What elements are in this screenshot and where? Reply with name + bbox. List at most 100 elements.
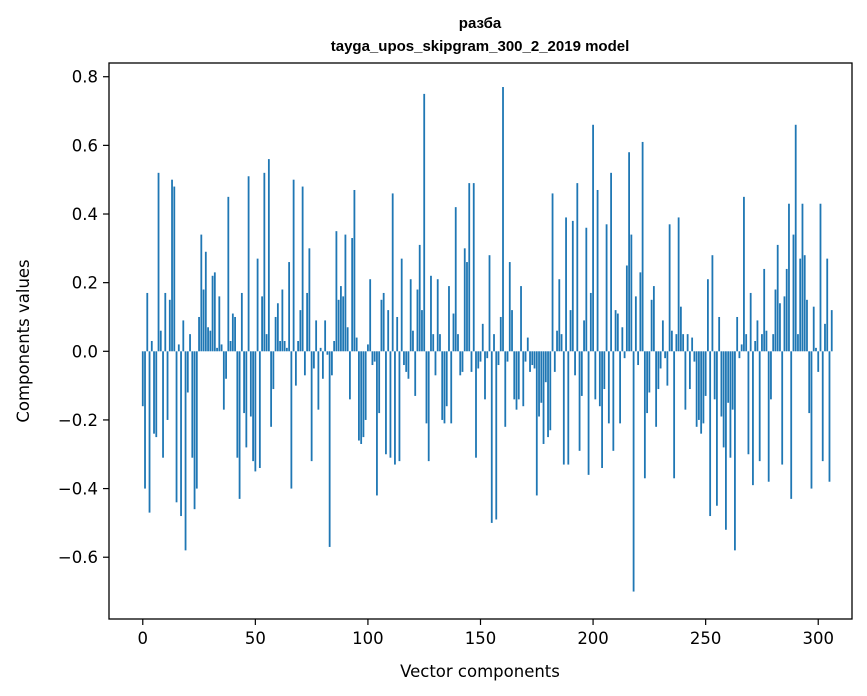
bar — [452, 313, 455, 352]
bar — [182, 320, 185, 352]
bar — [605, 224, 608, 352]
bar — [166, 351, 169, 420]
bar — [198, 316, 200, 352]
bar — [819, 203, 822, 352]
bar — [817, 351, 820, 372]
y-tick-label: −0.4 — [58, 480, 98, 499]
bar — [373, 351, 376, 362]
bar — [245, 351, 248, 448]
bar — [567, 351, 570, 465]
bar — [342, 296, 345, 352]
bar — [331, 351, 333, 376]
bar — [736, 316, 739, 352]
bar — [589, 292, 592, 352]
x-tick-label: 100 — [352, 629, 384, 648]
bar — [661, 320, 664, 352]
bar — [432, 334, 435, 352]
bar — [610, 172, 612, 352]
bar — [556, 330, 558, 352]
bar — [770, 351, 772, 400]
bar — [396, 316, 399, 352]
bar — [650, 299, 653, 352]
bar — [252, 351, 254, 462]
bar — [333, 341, 336, 352]
bar — [533, 351, 536, 369]
bar — [603, 351, 606, 390]
bar — [535, 351, 538, 496]
bar — [634, 296, 637, 352]
bar — [236, 351, 239, 458]
bar — [785, 268, 788, 352]
bar — [490, 351, 493, 523]
bar — [436, 279, 439, 352]
bar — [171, 179, 173, 352]
bar — [531, 351, 534, 366]
bar — [659, 351, 662, 369]
bar — [450, 351, 453, 424]
bar — [430, 275, 432, 352]
bar — [666, 351, 669, 386]
bar — [405, 351, 408, 372]
bar — [616, 313, 619, 352]
bar — [204, 251, 207, 352]
bar — [387, 310, 390, 352]
bar — [707, 279, 709, 352]
bar — [243, 351, 245, 414]
bar — [700, 351, 703, 434]
bar — [725, 351, 727, 530]
bar — [177, 344, 180, 352]
bar — [220, 344, 223, 352]
bar — [222, 351, 225, 410]
chart-title-line2: tayga_upos_skipgram_300_2_2019 model — [331, 38, 630, 55]
bar — [641, 141, 644, 352]
bar — [565, 217, 567, 352]
bar — [168, 299, 171, 352]
bar — [218, 296, 221, 352]
x-tick-label: 0 — [138, 629, 149, 648]
bar — [738, 351, 741, 359]
bar — [418, 244, 421, 352]
bar — [743, 196, 745, 352]
bar — [558, 279, 561, 352]
bar — [540, 351, 543, 403]
bar — [752, 351, 754, 486]
bar — [643, 351, 646, 479]
bar — [578, 351, 581, 451]
bar — [238, 351, 241, 499]
bar — [326, 351, 329, 355]
bar — [472, 183, 475, 352]
bar — [652, 286, 655, 352]
chart-title-line1: разба — [459, 15, 502, 32]
bar — [481, 323, 484, 352]
bar — [758, 351, 761, 462]
bar — [711, 255, 714, 352]
bar — [400, 258, 403, 352]
y-tick-label: 0.0 — [72, 342, 98, 361]
bar — [639, 272, 642, 352]
bar — [261, 296, 263, 352]
bar — [801, 203, 804, 352]
bar — [520, 286, 522, 352]
bar — [216, 347, 218, 352]
bar — [461, 351, 464, 372]
bar — [303, 351, 306, 376]
bar — [747, 351, 750, 455]
bar — [328, 351, 331, 547]
bar — [549, 351, 552, 431]
bar — [754, 341, 757, 352]
bar — [391, 193, 394, 352]
bar — [682, 334, 685, 352]
bar — [319, 347, 322, 352]
plot-frame — [108, 62, 853, 620]
bar — [470, 351, 473, 372]
bar — [258, 351, 261, 468]
bar — [497, 351, 500, 366]
bar — [812, 306, 815, 352]
bar — [477, 351, 480, 369]
bar — [240, 292, 243, 352]
bar — [630, 234, 633, 352]
bar — [657, 351, 660, 390]
bar — [414, 351, 417, 396]
bar — [310, 351, 313, 462]
bar — [369, 279, 372, 352]
